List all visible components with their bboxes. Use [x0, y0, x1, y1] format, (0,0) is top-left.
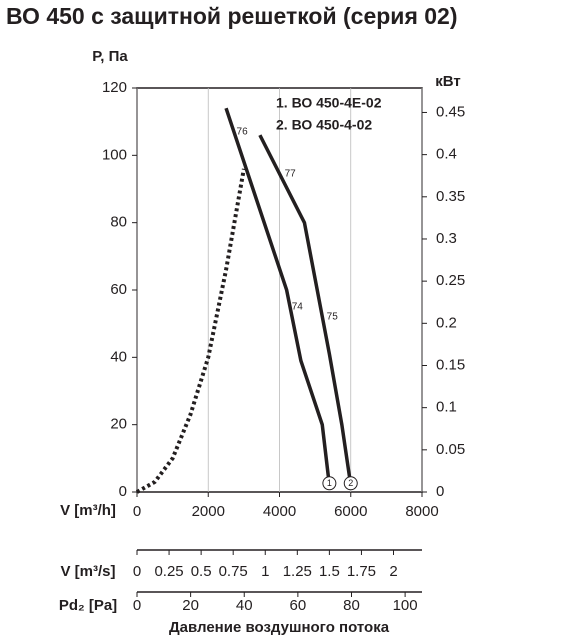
x-tick-label: 8000: [405, 503, 438, 520]
y-tick-label: 80: [110, 214, 127, 231]
tick-label: 100: [393, 597, 418, 614]
tick-label: 40: [236, 597, 253, 614]
annotation: 77: [285, 168, 297, 179]
axis-label: Pd₂ [Pa]: [59, 597, 117, 614]
y-tick-label: 60: [110, 281, 127, 298]
x-tick-label: 0: [133, 503, 141, 520]
tick-label: 2: [389, 563, 397, 580]
legend-entry: 2. ВО 450-4-02: [276, 117, 372, 133]
annotation: 74: [292, 301, 304, 312]
y2-axis-label: кВт: [435, 73, 461, 90]
tick-label: 1.75: [347, 563, 376, 580]
y-tick-label: 40: [110, 348, 127, 365]
x-tick-label: 4000: [263, 503, 296, 520]
tick-label: 0.5: [191, 563, 212, 580]
y2-tick-label: 0.05: [436, 441, 465, 458]
y-tick-label: 20: [110, 416, 127, 433]
end-marker: [322, 476, 337, 491]
end-marker: [343, 476, 358, 491]
y2-tick-label: 0: [436, 483, 444, 500]
chart-title: ВО 450 с защитной решеткой (серия 02): [6, 3, 458, 29]
tick-label: 1: [261, 563, 269, 580]
x-tick-label: 6000: [334, 503, 367, 520]
tick-label: 0.25: [154, 563, 183, 580]
tick-label: 0: [133, 563, 141, 580]
annotation: 76: [237, 126, 249, 137]
axis-label: V [m³/s]: [60, 563, 115, 580]
series-line: [224, 107, 332, 486]
y2-tick-label: 0.35: [436, 188, 465, 205]
series-line: [258, 134, 353, 486]
x-tick-label: 2000: [192, 503, 225, 520]
y2-tick-label: 0.15: [436, 356, 465, 373]
legend-entry: 1. ВО 450-4Е-02: [276, 95, 382, 111]
tick-label: 60: [290, 597, 307, 614]
x-axis-label: V [m³/h]: [60, 502, 116, 519]
y2-tick-label: 0.2: [436, 314, 457, 331]
tick-label: 1.25: [283, 563, 312, 580]
series-line: [136, 168, 246, 494]
y-tick-label: 100: [102, 146, 127, 163]
tick-label: 1.5: [319, 563, 340, 580]
y2-tick-label: 0.45: [436, 103, 465, 120]
end-marker-label: 1: [327, 478, 332, 488]
end-marker-label: 2: [348, 478, 353, 488]
y2-tick-label: 0.1: [436, 399, 457, 416]
tick-label: 0.75: [219, 563, 248, 580]
annotation: 75: [327, 312, 339, 323]
tick-label: 80: [343, 597, 360, 614]
tick-label: 0: [133, 597, 141, 614]
y-tick-label: 120: [102, 79, 127, 96]
y-tick-label: 0: [119, 483, 127, 500]
footer: Давление воздушного потока: [169, 619, 390, 636]
y-axis-label: P, Па: [92, 48, 128, 65]
y2-tick-label: 0.4: [436, 146, 457, 163]
y2-tick-label: 0.25: [436, 272, 465, 289]
tick-label: 20: [182, 597, 199, 614]
y2-tick-label: 0.3: [436, 230, 457, 247]
